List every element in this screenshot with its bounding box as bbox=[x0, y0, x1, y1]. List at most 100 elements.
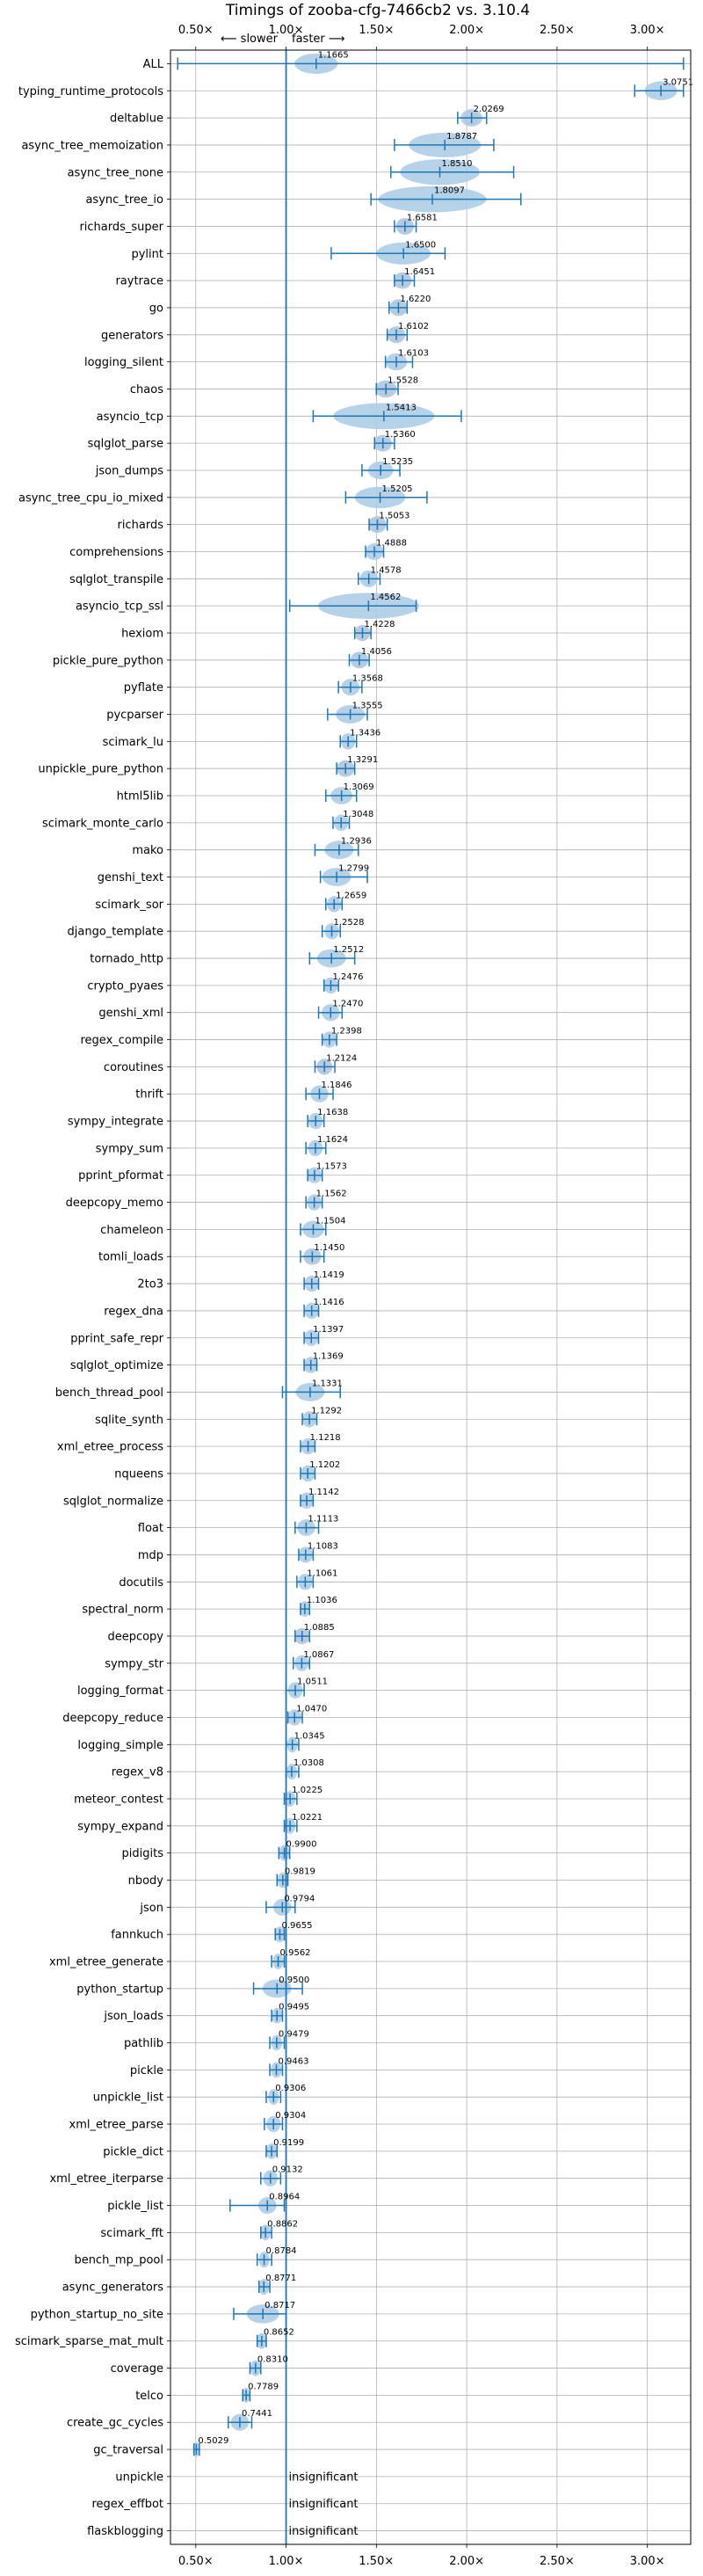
value-label: 0.9562 bbox=[280, 1948, 311, 1958]
benchmark-label: asyncio_tcp bbox=[97, 411, 163, 424]
benchmark-label: pickle_dict bbox=[103, 2145, 163, 2158]
benchmark-label: async_tree_memoization bbox=[21, 139, 163, 152]
benchmark-label: regex_effbot bbox=[91, 2498, 163, 2511]
benchmark-label: pickle bbox=[130, 2064, 163, 2078]
benchmark-label: json_loads bbox=[103, 2010, 163, 2023]
value-label: 0.8784 bbox=[266, 2246, 297, 2256]
benchmark-label: sqlglot_transpile bbox=[69, 573, 163, 586]
insignificant-label: insignificant bbox=[289, 2498, 359, 2511]
benchmark-label: sympy_sum bbox=[96, 1142, 163, 1155]
value-label: 1.3048 bbox=[343, 810, 373, 819]
x-tick-label-bottom: 1.00× bbox=[269, 2555, 304, 2568]
value-label: 1.0470 bbox=[296, 1704, 327, 1714]
value-label: 1.2528 bbox=[334, 918, 365, 928]
benchmark-label: hexiom bbox=[121, 627, 163, 640]
benchmark-label: sqlglot_parse bbox=[88, 438, 163, 451]
benchmark-label: django_template bbox=[68, 926, 163, 939]
value-label: 1.1331 bbox=[312, 1379, 343, 1388]
value-label: 0.9794 bbox=[284, 1894, 315, 1903]
insignificant-label: insignificant bbox=[289, 2525, 359, 2538]
value-label: 0.8652 bbox=[264, 2328, 294, 2338]
tick-layer: 0.50× 0.50× 1.00× 1.00× 1.50× 1.50× 2.00× 2.00×… bbox=[15, 24, 665, 2568]
value-label: 1.1083 bbox=[308, 1541, 338, 1551]
value-label: 0.9819 bbox=[285, 1867, 315, 1876]
x-tick-label-bottom: 2.00× bbox=[449, 2555, 484, 2568]
benchmark-label: sympy_integrate bbox=[68, 1116, 163, 1129]
benchmark-label: html5lib bbox=[117, 790, 163, 804]
benchmark-label: richards_super bbox=[79, 221, 163, 234]
benchmark-label: bench_mp_pool bbox=[74, 2254, 163, 2267]
benchmark-label: richards bbox=[118, 519, 164, 532]
value-label: 1.2476 bbox=[332, 972, 363, 982]
value-label: 1.0867 bbox=[303, 1650, 334, 1660]
x-tick-label-top: 2.00× bbox=[449, 24, 484, 37]
value-label: 1.5205 bbox=[382, 484, 413, 494]
value-label: 1.4578 bbox=[371, 565, 402, 575]
value-label: 0.9479 bbox=[279, 2030, 309, 2040]
value-label: 1.1202 bbox=[309, 1460, 340, 1470]
benchmark-label: json bbox=[139, 1902, 163, 1915]
value-label: 1.0885 bbox=[304, 1623, 335, 1633]
value-label: 1.1504 bbox=[315, 1216, 345, 1226]
benchmark-label: thrift bbox=[135, 1088, 163, 1102]
slower-direction-label: ⟵ slower bbox=[221, 33, 279, 46]
benchmark-label: crypto_pyaes bbox=[87, 979, 163, 993]
value-label: 1.5235 bbox=[382, 457, 413, 467]
value-label: 1.4888 bbox=[376, 538, 407, 548]
value-label: 1.0308 bbox=[294, 1758, 324, 1768]
value-label: 1.2512 bbox=[333, 945, 364, 955]
benchmark-label: scimark_monte_carlo bbox=[42, 817, 163, 830]
value-label: 1.2124 bbox=[326, 1053, 357, 1063]
benchmark-label: scimark_sor bbox=[95, 899, 163, 912]
value-label: 0.5029 bbox=[198, 2436, 228, 2446]
value-label: 1.6500 bbox=[405, 240, 436, 250]
value-label: 1.3568 bbox=[352, 674, 383, 684]
benchmark-label: chaos bbox=[130, 383, 163, 397]
benchmark-label: scimark_fft bbox=[100, 2227, 163, 2240]
value-label: 1.1113 bbox=[308, 1515, 338, 1524]
value-label: 1.6102 bbox=[398, 322, 429, 331]
value-label: 0.9655 bbox=[281, 1921, 312, 1931]
x-tick-label-top: 1.50× bbox=[359, 24, 394, 37]
benchmark-label: regex_dna bbox=[104, 1305, 163, 1318]
benchmark-label: genshi_xml bbox=[98, 1007, 163, 1020]
benchmark-label: sympy_expand bbox=[77, 1820, 163, 1833]
benchmark-label: coverage bbox=[111, 2362, 163, 2376]
benchmark-label: deepcopy bbox=[107, 1630, 163, 1643]
benchmark-label: pickle_pure_python bbox=[53, 654, 163, 667]
grid-layer bbox=[170, 50, 691, 2544]
value-label: 1.1292 bbox=[311, 1406, 342, 1415]
value-label: 1.1218 bbox=[310, 1433, 341, 1443]
benchmark-label: coroutines bbox=[104, 1061, 163, 1074]
value-label: 1.0225 bbox=[292, 1786, 323, 1795]
value-label: 1.1450 bbox=[314, 1243, 344, 1253]
value-label: 0.9463 bbox=[279, 2056, 309, 2066]
benchmark-label: docutils bbox=[119, 1576, 163, 1590]
benchmark-label: chameleon bbox=[100, 1224, 163, 1237]
benchmark-label: telco bbox=[135, 2390, 163, 2403]
value-label: 0.9304 bbox=[275, 2111, 306, 2121]
value-label: 1.3555 bbox=[352, 702, 383, 711]
benchmark-label: typing_runtime_protocols bbox=[18, 85, 163, 98]
value-label: 1.1638 bbox=[317, 1108, 348, 1117]
benchmark-label: deltablue bbox=[110, 113, 163, 126]
benchmark-label: pickle_list bbox=[107, 2200, 163, 2213]
benchmark-label: mdp bbox=[138, 1549, 163, 1562]
benchmark-label: tomli_loads bbox=[98, 1251, 163, 1264]
value-label: 1.5413 bbox=[386, 403, 417, 412]
benchmark-label: logging_silent bbox=[84, 356, 163, 369]
value-label: 1.8787 bbox=[446, 132, 477, 142]
value-label: 0.8964 bbox=[269, 2193, 300, 2202]
benchmark-label: raytrace bbox=[115, 275, 163, 288]
insignificant-label: insignificant bbox=[289, 2470, 359, 2484]
value-label: 1.0345 bbox=[294, 1731, 325, 1741]
benchmark-label: sqlglot_optimize bbox=[70, 1359, 163, 1372]
benchmark-label: python_startup bbox=[76, 1983, 163, 1996]
value-label: 0.9306 bbox=[275, 2084, 306, 2093]
value-label: 1.1416 bbox=[314, 1298, 344, 1307]
benchmark-label: pathlib bbox=[124, 2037, 163, 2050]
value-label: 1.6451 bbox=[404, 267, 435, 277]
benchmark-label: json_dumps bbox=[95, 464, 163, 477]
value-label: 1.0221 bbox=[292, 1813, 323, 1823]
benchmark-label: ALL bbox=[143, 58, 164, 71]
